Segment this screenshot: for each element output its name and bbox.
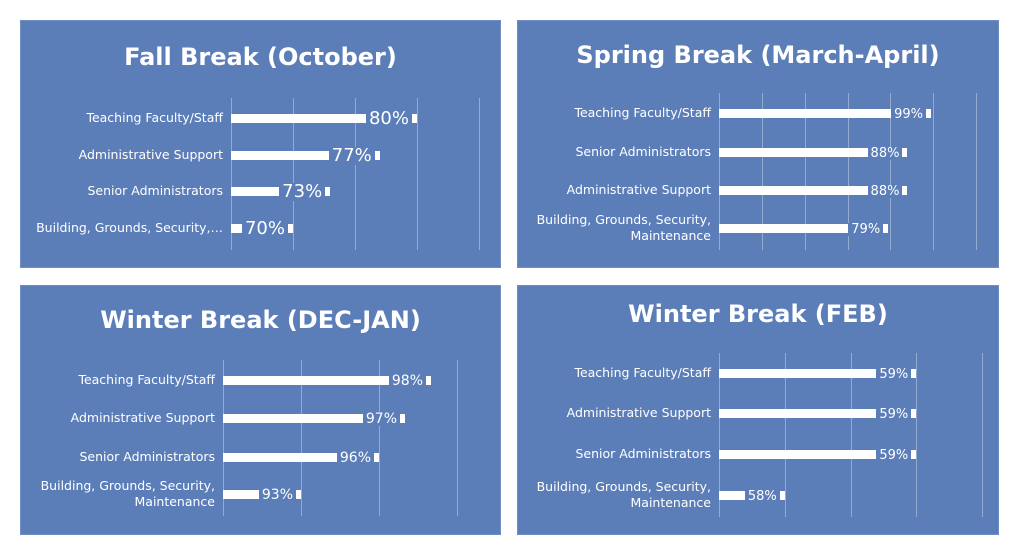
grid-line xyxy=(890,93,892,250)
value-label: 99% xyxy=(891,107,927,121)
value-label: 59% xyxy=(876,407,912,421)
grid-line xyxy=(231,98,232,250)
bar xyxy=(231,150,380,160)
bar xyxy=(719,449,917,459)
category-label: Senior Administrators xyxy=(575,446,711,461)
bar xyxy=(719,368,917,378)
grid-line xyxy=(355,98,356,250)
value-label: 58% xyxy=(744,489,780,503)
grid-line xyxy=(719,93,720,250)
value-label: 88% xyxy=(867,184,903,198)
bar xyxy=(223,375,431,385)
category-label: Teaching Faculty/Staff xyxy=(574,365,711,380)
category-label: Senior Administrators xyxy=(79,449,215,464)
bar xyxy=(719,185,908,195)
value-label: 59% xyxy=(876,448,912,462)
grid-line xyxy=(293,98,294,250)
category-label: Building, Grounds, Security,… xyxy=(36,220,223,235)
value-label: 77% xyxy=(328,147,375,165)
grid-line xyxy=(719,353,720,517)
value-label: 70% xyxy=(241,220,288,238)
grid-line xyxy=(933,93,935,250)
bar xyxy=(719,108,932,118)
grid-line xyxy=(784,353,786,517)
bar xyxy=(719,223,889,233)
grid-line xyxy=(761,93,763,250)
value-label: 79% xyxy=(848,222,884,236)
bar xyxy=(719,147,908,157)
category-label: Building, Grounds, Security, Maintenance xyxy=(40,478,215,509)
value-label: 80% xyxy=(365,110,412,128)
bar xyxy=(223,452,379,462)
grid-line xyxy=(804,93,806,250)
chart-panel: Fall Break (October) Teaching Faculty/Sta… xyxy=(20,20,501,268)
grid-line xyxy=(916,353,918,517)
chart-panel: Winter Break (DEC-JAN) Teaching Faculty/S… xyxy=(20,285,501,535)
grid-line xyxy=(457,360,458,516)
grid-line xyxy=(847,93,849,250)
chart-title: Fall Break (October) xyxy=(124,43,397,71)
category-label: Senior Administrators xyxy=(87,183,223,198)
grid-line xyxy=(223,360,224,516)
grid-line xyxy=(850,353,852,517)
grid-line xyxy=(301,360,302,516)
chart-title: Winter Break (DEC-JAN) xyxy=(100,306,421,334)
chart-title: Winter Break (FEB) xyxy=(628,300,888,328)
grid-line xyxy=(976,93,977,250)
grid-line xyxy=(379,360,380,516)
value-label: 59% xyxy=(876,367,912,381)
category-label: Administrative Support xyxy=(566,182,711,197)
category-label: Administrative Support xyxy=(78,147,223,162)
grid-line xyxy=(479,98,480,250)
category-label: Building, Grounds, Security, Maintenance xyxy=(536,212,711,243)
chart-panel: Spring Break (March-April) Teaching Facul… xyxy=(517,20,999,268)
value-label: 73% xyxy=(279,183,326,201)
category-label: Senior Administrators xyxy=(575,144,711,159)
category-label: Teaching Faculty/Staff xyxy=(86,110,223,125)
value-label: 93% xyxy=(258,488,296,502)
value-label: 97% xyxy=(362,412,400,426)
bar xyxy=(719,408,917,418)
bar xyxy=(223,413,405,423)
category-label: Building, Grounds, Security, Maintenance xyxy=(536,479,711,510)
value-label: 88% xyxy=(867,146,903,160)
value-label: 98% xyxy=(388,374,426,388)
chart-panel: Winter Break (FEB) Teaching Faculty/Staff… xyxy=(517,285,999,535)
chart-title: Spring Break (March-April) xyxy=(576,41,940,69)
bar xyxy=(231,113,417,123)
grid-line xyxy=(982,353,983,517)
category-label: Administrative Support xyxy=(566,405,711,420)
category-label: Teaching Faculty/Staff xyxy=(78,372,215,387)
value-label: 96% xyxy=(336,451,374,465)
category-label: Teaching Faculty/Staff xyxy=(574,105,711,120)
category-label: Administrative Support xyxy=(70,410,215,425)
grid-line xyxy=(417,98,418,250)
